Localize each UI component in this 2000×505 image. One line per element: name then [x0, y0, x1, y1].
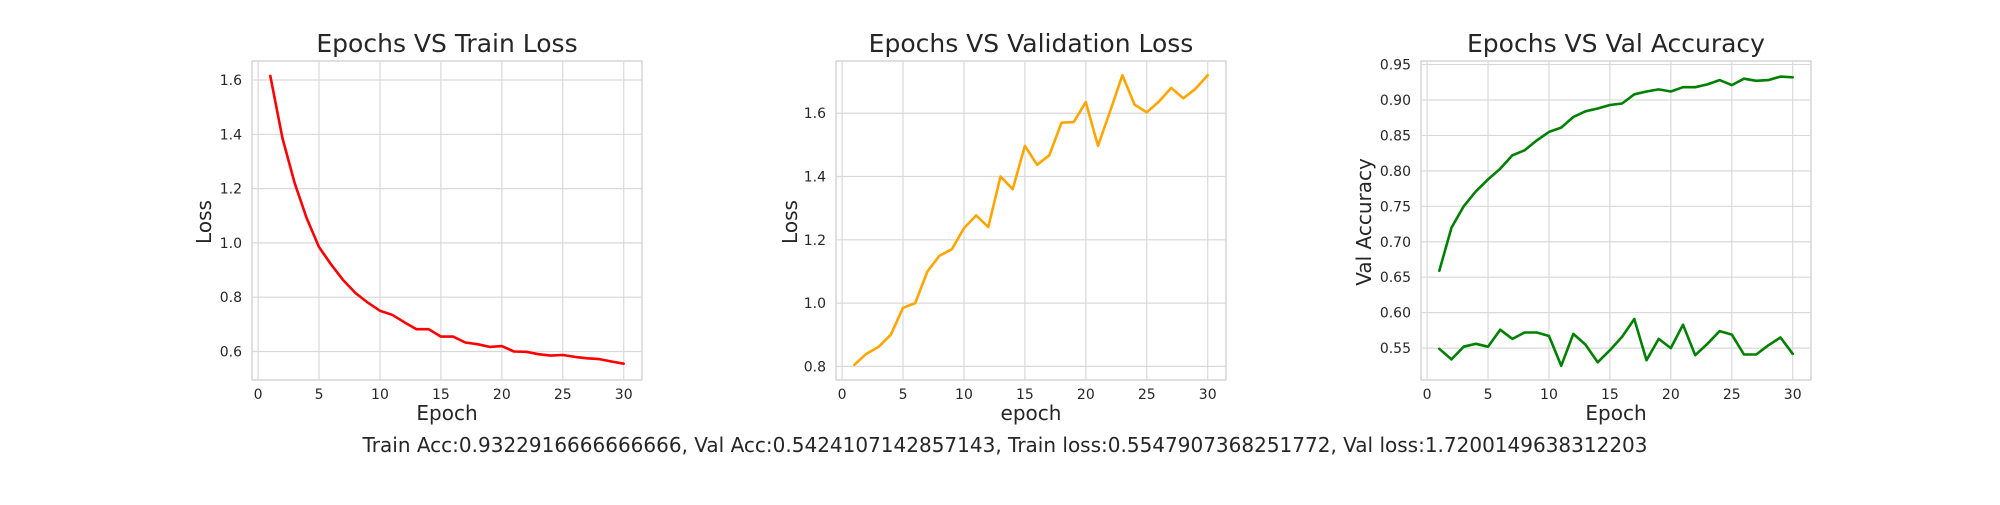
x-tick-label: 30 — [1199, 387, 1217, 403]
x-tick-label: 10 — [955, 387, 973, 403]
plot-area — [251, 60, 643, 381]
series-layer — [268, 74, 626, 366]
x-tick-label: 20 — [1077, 387, 1095, 403]
y-tick-label: 0.60 — [1380, 306, 1411, 322]
y-tick-label: 0.90 — [1380, 93, 1411, 109]
x-tick-label: 10 — [1540, 387, 1558, 403]
plot-area — [1420, 60, 1812, 381]
y-tick-label: 0.70 — [1380, 235, 1411, 251]
chart-title: Epochs VS Validation Loss — [869, 29, 1194, 58]
y-tick-label: 1.0 — [804, 296, 826, 312]
y-tick-label: 0.80 — [1380, 164, 1411, 180]
tick-layer: 0 5 10 15 20 25 30 0.55 0.60 0.65 0.70 0.75 0.80 0.85… — [1380, 58, 1811, 403]
metrics-summary: Train Acc:0.9322916666666666, Val Acc:0.… — [362, 433, 1648, 457]
x-tick-label: 15 — [1601, 387, 1619, 403]
x-axis-label: Epoch — [1585, 401, 1646, 425]
x-tick-label: 15 — [432, 387, 450, 403]
y-tick-label: 0.8 — [804, 359, 826, 375]
y-tick-label: 1.6 — [220, 73, 242, 89]
x-tick-label: 20 — [493, 387, 511, 403]
x-tick-label: 0 — [254, 387, 263, 403]
x-tick-label: 5 — [1484, 387, 1493, 403]
train-loss-chart: Epochs VS Train Loss 0 5 10 15 20 25 30 0.6 0.8 1… — [192, 29, 643, 425]
y-tick-label: 0.55 — [1380, 341, 1411, 357]
series-line — [852, 73, 1209, 367]
y-axis-label: Val Accuracy — [1352, 158, 1376, 286]
x-tick-label: 10 — [371, 387, 389, 403]
y-tick-label: 0.65 — [1380, 270, 1411, 286]
y-tick-label: 0.6 — [220, 344, 242, 360]
y-tick-label: 1.6 — [804, 106, 826, 122]
series-line — [1438, 317, 1794, 368]
y-tick-label: 1.2 — [220, 182, 242, 198]
x-tick-label: 30 — [1784, 387, 1802, 403]
y-axis-label: Loss — [778, 200, 802, 244]
x-tick-label: 5 — [315, 387, 324, 403]
x-tick-label: 0 — [1423, 387, 1432, 403]
series-layer — [852, 73, 1209, 367]
x-tick-label: 30 — [615, 387, 633, 403]
y-tick-label: 0.8 — [220, 290, 242, 306]
x-tick-label: 25 — [1138, 387, 1156, 403]
chart-title: Epochs VS Train Loss — [316, 29, 577, 58]
y-tick-label: 1.0 — [220, 236, 242, 252]
y-tick-label: 0.95 — [1380, 58, 1411, 74]
y-tick-label: 0.75 — [1380, 199, 1411, 215]
y-tick-label: 1.4 — [804, 170, 826, 186]
x-tick-label: 5 — [899, 387, 908, 403]
y-axis-label: Loss — [192, 200, 216, 244]
series-line — [1438, 75, 1794, 273]
series-line — [268, 74, 626, 366]
x-tick-label: 25 — [1723, 387, 1741, 403]
x-tick-label: 25 — [554, 387, 572, 403]
x-tick-label: 20 — [1662, 387, 1680, 403]
y-tick-label: 0.85 — [1380, 128, 1411, 144]
y-tick-label: 1.4 — [220, 127, 242, 143]
y-tick-label: 1.2 — [804, 233, 826, 249]
val-accuracy-chart: Epochs VS Val Accuracy 0 5 10 15 20 25 300.550… — [1352, 29, 1812, 425]
x-tick-label: 0 — [838, 387, 847, 403]
x-tick-label: 15 — [1016, 387, 1034, 403]
x-axis-label: epoch — [1001, 401, 1062, 425]
chart-title: Epochs VS Val Accuracy — [1467, 29, 1765, 58]
tick-layer: 0 5 10 15 20 25 30 0.8 1.0 1.2 1.4 1.6 — [804, 61, 1226, 403]
x-axis-label: Epoch — [416, 401, 477, 425]
series-layer — [1438, 75, 1794, 368]
validation-loss-chart: Epochs VS Validation Loss 0 5 10 15 20 25 30 0.… — [778, 29, 1227, 425]
plot-area — [835, 60, 1227, 381]
